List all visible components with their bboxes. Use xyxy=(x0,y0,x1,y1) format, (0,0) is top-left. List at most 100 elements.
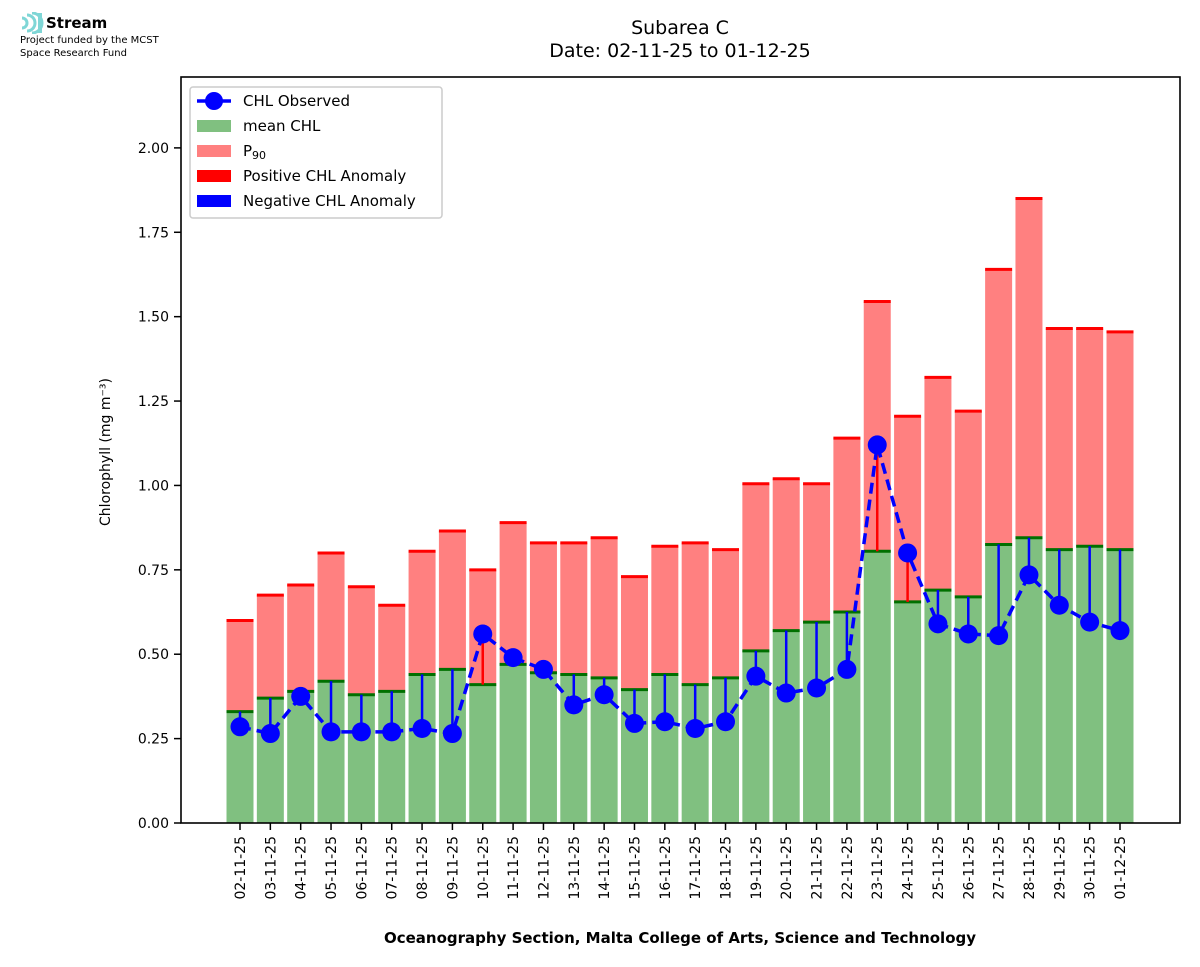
y-tick-label: 1.00 xyxy=(138,478,169,494)
legend-label: CHL Observed xyxy=(243,92,350,110)
logo-brand: Stream xyxy=(20,12,159,34)
p90-bar xyxy=(924,377,952,591)
observed-point xyxy=(503,648,523,668)
x-tick-label: 18-11-25 xyxy=(719,836,735,900)
observed-point xyxy=(321,722,341,742)
x-tick-label: 07-11-25 xyxy=(385,836,401,900)
observed-point xyxy=(1080,612,1100,632)
p90-bar xyxy=(803,483,831,623)
p90-bar xyxy=(347,586,375,695)
observed-point xyxy=(716,712,736,732)
observed-point xyxy=(867,435,887,455)
observed-point xyxy=(837,659,857,679)
legend-label: mean CHL xyxy=(243,117,321,135)
observed-point xyxy=(958,624,978,644)
x-tick-label: 20-11-25 xyxy=(779,836,795,900)
x-tick-label: 24-11-25 xyxy=(901,836,917,900)
x-tick-label: 17-11-25 xyxy=(688,836,704,900)
observed-point xyxy=(685,718,705,738)
x-tick-label: 16-11-25 xyxy=(658,836,674,900)
legend-marker-icon xyxy=(205,92,223,110)
x-tick-label: 29-11-25 xyxy=(1052,836,1068,900)
legend-label: Negative CHL Anomaly xyxy=(243,192,416,210)
p90-bar xyxy=(1106,331,1134,550)
legend-patch-icon xyxy=(197,170,231,182)
observed-point xyxy=(928,614,948,634)
p90-bar xyxy=(378,605,406,692)
x-tick-label: 22-11-25 xyxy=(840,836,856,900)
y-tick-label: 1.25 xyxy=(138,394,169,410)
observed-point xyxy=(776,683,796,703)
observed-point xyxy=(1019,565,1039,585)
y-tick-label: 2.00 xyxy=(138,141,169,157)
x-tick-label: 01-12-25 xyxy=(1113,836,1129,900)
x-tick-label: 03-11-25 xyxy=(263,836,279,900)
x-tick-label: 21-11-25 xyxy=(810,836,826,900)
y-tick-label: 1.50 xyxy=(138,310,169,326)
mean-bar xyxy=(863,551,891,823)
observed-point xyxy=(1110,621,1130,641)
logo-name: Stream xyxy=(46,14,108,32)
logo: Stream Project funded by the MCST Space … xyxy=(20,12,159,60)
observed-layer xyxy=(230,435,1130,744)
p90-bar xyxy=(833,438,861,613)
p90-bar xyxy=(438,531,466,670)
chart-title: Subarea C xyxy=(631,17,729,39)
observed-point xyxy=(1049,595,1069,615)
x-tick-label: 23-11-25 xyxy=(870,836,886,900)
x-tick-label: 11-11-25 xyxy=(506,836,522,900)
p90-bar xyxy=(1045,328,1073,550)
x-tick-label: 28-11-25 xyxy=(1022,836,1038,900)
mean-bar xyxy=(499,664,527,823)
p90-bar xyxy=(742,483,770,651)
p90-bar xyxy=(772,478,800,631)
p90-bar xyxy=(560,542,588,675)
y-tick-label: 1.75 xyxy=(138,225,169,241)
p90-bar xyxy=(1015,198,1043,538)
observed-point xyxy=(746,666,766,686)
chart-title-block: Subarea C Date: 02-11-25 to 01-12-25 xyxy=(480,17,880,63)
x-tick-label: 04-11-25 xyxy=(294,836,310,900)
observed-point xyxy=(351,722,371,742)
p90-bar xyxy=(529,542,557,673)
x-tick-label: 06-11-25 xyxy=(354,836,370,900)
p90-bar xyxy=(985,269,1013,545)
observed-point xyxy=(989,626,1009,646)
p90-bar xyxy=(620,576,648,690)
p90-bar xyxy=(256,595,284,699)
p90-bar xyxy=(1076,328,1104,547)
y-tick-label: 0.25 xyxy=(138,732,169,748)
x-tick-label: 19-11-25 xyxy=(749,836,765,900)
p90-bar xyxy=(287,585,315,692)
mean-bar xyxy=(529,672,557,823)
x-tick-label: 27-11-25 xyxy=(992,836,1008,900)
observed-point xyxy=(382,722,402,742)
p90-bar xyxy=(954,411,982,597)
bars-layer xyxy=(226,197,1134,823)
observed-point xyxy=(807,678,827,698)
x-tick-label: 08-11-25 xyxy=(415,836,431,900)
observed-point xyxy=(624,713,644,733)
observed-point xyxy=(898,543,918,563)
observed-point xyxy=(564,695,584,715)
legend-label: Positive CHL Anomaly xyxy=(243,167,406,185)
x-tick-label: 25-11-25 xyxy=(931,836,947,900)
x-axis: 02-11-25 03-11-25 04-11-25 05-11-25 06-11-25… xyxy=(233,823,1129,900)
x-tick-label: 12-11-25 xyxy=(536,836,552,900)
observed-point xyxy=(442,724,462,744)
observed-point xyxy=(473,624,493,644)
p90-bar xyxy=(590,537,618,678)
x-tick-label: 02-11-25 xyxy=(233,836,249,900)
p90-bar xyxy=(226,620,254,712)
y-tick-label: 0.75 xyxy=(138,563,169,579)
mean-bar xyxy=(287,691,315,823)
mean-bar xyxy=(894,601,922,823)
x-tick-label: 26-11-25 xyxy=(961,836,977,900)
observed-point xyxy=(230,717,250,737)
legend-patch-icon xyxy=(197,120,231,132)
x-tick-label: 15-11-25 xyxy=(627,836,643,900)
observed-point xyxy=(655,712,675,732)
y-axis-label: Chlorophyll (mg m⁻³) xyxy=(98,378,114,526)
legend-patch-icon xyxy=(197,145,231,157)
